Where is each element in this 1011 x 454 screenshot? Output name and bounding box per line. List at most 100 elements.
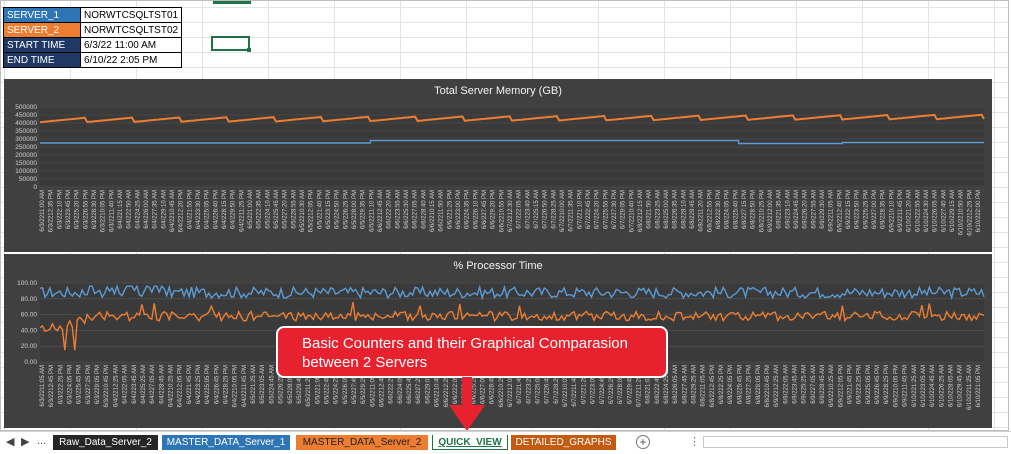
processor-y-tick-label: 80.00: [21, 296, 38, 303]
memory-x-tick-label: 6/7/223:40 AM: [525, 190, 531, 229]
memory-x-tick-label: 6/9/229:30 AM: [820, 190, 826, 229]
processor-x-tick-label: 6/7/225:05 AM: [536, 365, 542, 404]
processor-x-tick-label: 6/8/2211:05 AM: [701, 365, 707, 407]
processor-x-tick-label: 6/10/228:05 AM: [948, 365, 954, 407]
memory-x-tick-label: 6/6/225:30 AM: [404, 190, 410, 229]
memory-x-tick-label: 6/9/223:50 PM: [855, 190, 861, 229]
processor-x-tick-label: 6/8/224:05 PM: [728, 365, 734, 404]
memory-x-tick-label: 6/6/227:45 PM: [482, 190, 488, 229]
sheet-tab-bar: ◀ ▶ ... Raw_Data_Server_2 MASTER_DATA_Ser…: [0, 431, 1011, 454]
info-value[interactable]: 6/10/22 2:05 PM: [79, 52, 183, 68]
memory-x-tick-label: 6/5/2211:10 PM: [369, 190, 375, 232]
memory-x-tick-label: 6/3/2212:35 PM: [49, 190, 55, 232]
sheet-tab-detailed-graphs[interactable]: DETAILED_GRAPHS: [511, 435, 616, 450]
memory-x-tick-label: 6/6/223:55 AM: [395, 190, 401, 229]
processor-x-tick-label: 6/9/223:45 AM: [792, 365, 798, 404]
processor-x-tick-label: 6/7/226:25 PM: [609, 365, 615, 404]
info-value[interactable]: NORWTCSQLTST01: [79, 7, 183, 23]
info-value[interactable]: NORWTCSQLTST02: [79, 22, 183, 38]
memory-x-tick-label: 6/4/226:00 AM: [144, 190, 150, 229]
processor-x-tick-label: 6/4/2211:45 PM: [242, 365, 248, 407]
processor-x-tick-label: 6/6/224:05 AM: [398, 365, 404, 404]
memory-x-tick-label: 6/7/224:20 PM: [595, 190, 601, 229]
memory-series-line-server-1: [40, 139, 984, 145]
info-row: SERVER_2 NORWTCSQLTST02: [3, 22, 183, 38]
sheet-tab-raw-data-server-2[interactable]: Raw_Data_Server_2: [53, 435, 158, 450]
processor-x-tick-label: 6/5/227:45 PM: [352, 365, 358, 404]
tab-nav-last-icon[interactable]: ▶: [21, 436, 30, 448]
processor-x-tick-label: 6/7/229:45 PM: [627, 365, 633, 404]
memory-x-tick-label: 6/9/227:00 PM: [872, 190, 878, 229]
processor-x-tick-label: 6/6/227:25 AM: [416, 365, 422, 404]
memory-x-tick-label: 6/6/2210:15 AM: [430, 190, 436, 232]
memory-x-tick-label: 6/4/2212:20 PM: [179, 190, 185, 232]
memory-x-tick-label: 6/9/2211:45 PM: [898, 190, 904, 232]
processor-y-tick-label: 20.00: [21, 343, 38, 350]
processor-x-tick-label: 6/8/229:05 PM: [756, 365, 762, 404]
memory-y-tick-label: 150000: [15, 160, 37, 167]
memory-x-tick-label: 6/9/2212:00 AM: [768, 190, 774, 232]
processor-x-tick-label: 6/6/227:05 PM: [480, 365, 486, 404]
memory-x-tick-label: 6/5/226:25 PM: [343, 190, 349, 229]
memory-x-tick-label: 6/8/228:50 PM: [751, 190, 757, 229]
info-key[interactable]: END TIME: [3, 52, 81, 68]
memory-x-tick-label: 6/4/222:50 AM: [127, 190, 133, 229]
horizontal-scrollbar[interactable]: [703, 436, 1008, 448]
sheet-tab-master-data-server-1[interactable]: MASTER_DATA_Server_1: [162, 435, 290, 450]
memory-y-tick-label: 450000: [15, 112, 37, 119]
processor-x-tick-label: 6/4/226:45 PM: [214, 365, 220, 404]
processor-x-tick-label: 6/9/228:25 PM: [884, 365, 890, 404]
memory-x-tick-label: 6/10/229:15 AM: [950, 190, 956, 232]
memory-x-tick-label: 6/4/225:05 PM: [205, 190, 211, 229]
info-value[interactable]: 6/3/22 11:00 AM: [79, 37, 183, 53]
memory-x-tick-label: 6/5/227:20 AM: [283, 190, 289, 229]
add-sheet-icon[interactable]: +: [636, 435, 650, 449]
processor-x-tick-label: 6/3/225:45 PM: [77, 365, 83, 404]
processor-x-tick-label: 6/9/226:45 PM: [875, 365, 881, 404]
memory-x-tick-label: 6/8/2210:25 PM: [759, 190, 765, 232]
memory-y-tick-label: 500000: [15, 104, 37, 111]
memory-x-tick-label: 6/6/221:25 PM: [447, 190, 453, 229]
memory-x-tick-label: 6/5/225:45 AM: [274, 190, 280, 229]
tab-bar-splitter-icon[interactable]: ⋮: [689, 436, 700, 448]
processor-x-tick-label: 6/6/228:45 PM: [490, 365, 496, 404]
memory-x-tick-label: 6/6/228:40 AM: [421, 190, 427, 229]
processor-x-tick-label: 6/5/2211:05 PM: [370, 365, 376, 407]
column-selection-marker: [213, 1, 251, 4]
memory-x-tick-label: 6/5/2210:30 AM: [300, 190, 306, 232]
sheet-tab-quick-view[interactable]: QUICK_VIEW: [432, 435, 508, 450]
memory-x-tick-label: 6/9/223:10 AM: [785, 190, 791, 229]
memory-x-tick-label: 6/3/223:45 PM: [66, 190, 72, 229]
processor-x-tick-label: 6/7/221:25 PM: [581, 365, 587, 404]
info-key[interactable]: SERVER_1: [3, 7, 81, 23]
processor-x-tick-label: 6/8/229:25 AM: [692, 365, 698, 404]
processor-x-tick-label: 6/3/2212:45 PM: [49, 365, 55, 407]
memory-y-tick-label: 300000: [15, 136, 37, 143]
processor-series-line-server-1: [39, 283, 985, 301]
sheet-tab-master-data-server-2[interactable]: MASTER_DATA_Server_2: [296, 435, 428, 450]
memory-x-tick-label: 6/9/224:45 AM: [794, 190, 800, 229]
processor-x-tick-label: 6/9/225:25 AM: [802, 365, 808, 404]
memory-chart[interactable]: Total Server Memory (GB) 500000 450000 400…: [4, 79, 992, 252]
tab-nav-first-icon[interactable]: ◀: [6, 436, 15, 448]
selected-cell[interactable]: [211, 36, 251, 52]
processor-x-tick-label: 6/5/223:05 AM: [260, 365, 266, 404]
processor-x-tick-label: 6/4/2210:25 AM: [168, 365, 174, 407]
info-key[interactable]: SERVER_2: [3, 22, 81, 38]
info-row: END TIME 6/10/22 2:05 PM: [3, 52, 183, 68]
processor-x-tick-label: 6/5/221:05 PM: [315, 365, 321, 404]
tab-nav-more[interactable]: ...: [37, 435, 47, 447]
processor-x-tick-label: 6/5/224:45 AM: [269, 365, 275, 404]
processor-x-tick-label: 6/3/2211:05 AM: [40, 365, 46, 407]
worksheet-grid[interactable]: SERVER_1 NORWTCSQLTST01 SERVER_2 NORWTCSQLT…: [0, 0, 1009, 431]
memory-x-tick-label: 6/5/221:00 AM: [248, 190, 254, 229]
info-key[interactable]: START TIME: [3, 37, 81, 53]
processor-x-tick-label: 6/9/2210:05 PM: [893, 365, 899, 407]
memory-x-tick-label: 6/5/223:15 PM: [326, 190, 332, 229]
processor-y-tick-label: 60.00: [21, 312, 38, 319]
processor-y-tick-label: 100.00: [17, 280, 37, 287]
processor-x-tick-label: 6/9/2211:45 PM: [903, 365, 909, 407]
processor-x-tick-label: 6/4/225:05 PM: [205, 365, 211, 404]
memory-x-tick-label: 6/7/2211:35 AM: [569, 190, 575, 232]
memory-x-tick-label: 6/7/225:55 PM: [603, 190, 609, 229]
